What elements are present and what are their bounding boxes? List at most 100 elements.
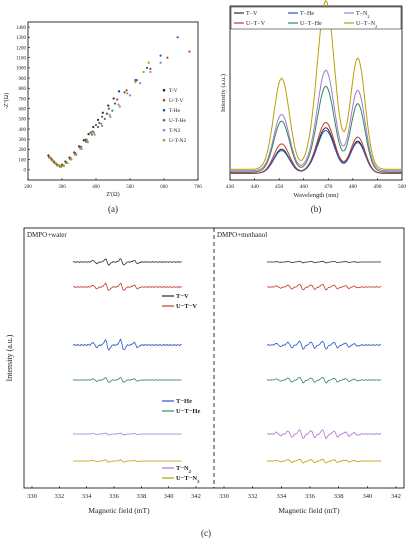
legend-label-b: T−He bbox=[300, 11, 314, 17]
right-title-c: DMPO+methanol bbox=[217, 231, 267, 239]
data-point-U-T-N2 bbox=[65, 161, 68, 164]
plot-frame-b bbox=[229, 5, 403, 181]
data-point-U-T-N2 bbox=[56, 164, 60, 167]
legend-label-b: U−T−N2 bbox=[356, 21, 377, 29]
y-tick-label-a: 300 bbox=[19, 138, 27, 143]
x-tick-label-b: 430 bbox=[226, 184, 235, 190]
panel-label-b: (b) bbox=[311, 204, 322, 214]
x-axis-label-a: Z'(Ω) bbox=[106, 191, 119, 198]
x-axis-label-b: Wavelength (nm) bbox=[293, 192, 338, 199]
legend-label-b: T−N2 bbox=[356, 11, 369, 19]
data-point-T-He bbox=[98, 121, 101, 125]
data-point-T-N2 bbox=[149, 70, 152, 74]
x-tick-label-c: 342 bbox=[191, 493, 201, 500]
x-tick-label-b: 440 bbox=[250, 184, 259, 190]
data-point-U-T-N2 bbox=[54, 161, 57, 165]
data-point-T-N2 bbox=[159, 61, 162, 64]
y-tick-label-a: 700 bbox=[19, 97, 27, 102]
legend-marker-a bbox=[162, 138, 166, 142]
x-tick-label-c: 342 bbox=[391, 493, 401, 500]
data-point-U-T-V bbox=[149, 67, 152, 70]
data-point-U-T-V bbox=[115, 98, 119, 101]
legend-label-a: T-N2 bbox=[169, 128, 181, 134]
y-tick-label-a: 1400 bbox=[16, 26, 27, 31]
spectrum-line-U-T-N2 bbox=[230, 0, 402, 170]
left-title-c: DMPO+water bbox=[27, 231, 67, 239]
data-point-U-T-V bbox=[94, 123, 98, 127]
data-point-U-T-N2 bbox=[51, 159, 54, 162]
panel-b-pl-spectra: 430 440 450 460 470 480 490 500 Wavelength (nm) I… bbox=[220, 0, 407, 214]
panel-c-epr-spectra: DMPO+water DMPO+methanol Intensity (a.u.) 3… bbox=[5, 227, 405, 538]
legend-label-a: U-T-V bbox=[169, 98, 183, 104]
epr-water-T-V bbox=[72, 258, 182, 266]
x-tick-label-a: 600 bbox=[160, 185, 168, 190]
data-point-U-T-V bbox=[101, 115, 104, 118]
y-tick-label-a: 900 bbox=[19, 77, 27, 82]
legend-label-b: U−T−He bbox=[300, 21, 322, 27]
x-tick-label-c: 330 bbox=[27, 493, 37, 500]
data-point-T-He bbox=[105, 112, 108, 115]
epr-methanol-U-T-N2 bbox=[267, 458, 382, 464]
data-point-U-T-N2 bbox=[117, 103, 120, 106]
epr-methanol-T-He bbox=[266, 340, 382, 350]
x-tick-label-b: 500 bbox=[398, 184, 407, 190]
y-axis-label-a: -Z''(Ω) bbox=[3, 93, 10, 109]
epr-water-U-T-N2 bbox=[73, 459, 182, 463]
legend-label-a: T-V bbox=[169, 88, 178, 94]
y-tick-label-a: 1200 bbox=[16, 46, 27, 51]
spectrum-line-U-T-V bbox=[230, 121, 402, 174]
y-tick-label-a: 1300 bbox=[16, 36, 27, 41]
x-tick-label-b: 480 bbox=[349, 184, 358, 190]
legend-label-c: U−T−He bbox=[176, 408, 200, 415]
legend-label-c: U−T−V bbox=[176, 303, 197, 310]
y-tick-label-a: 400 bbox=[19, 128, 27, 133]
data-point-U-T-V bbox=[188, 50, 191, 53]
plot-frame-a bbox=[27, 21, 199, 181]
legend-label-c: U−T−N2 bbox=[176, 475, 200, 484]
legend-label-a: U-T-He bbox=[169, 118, 186, 124]
data-point-T-N2 bbox=[109, 115, 112, 118]
data-point-T-He bbox=[113, 102, 117, 105]
data-point-U-T-N2 bbox=[92, 131, 96, 134]
data-point-U-T-V bbox=[125, 89, 128, 92]
x-tick-label-a: 500 bbox=[126, 185, 134, 190]
x-tick-label-a: 400 bbox=[92, 185, 100, 190]
y-tick-label-a: 200 bbox=[19, 148, 27, 153]
y-tick-label-a: 600 bbox=[19, 107, 27, 112]
x-tick-label-c: 336 bbox=[109, 493, 120, 500]
data-point-U-T-N2 bbox=[59, 165, 62, 168]
panel-label-a: (a) bbox=[108, 204, 118, 214]
x-tick-label-c: 340 bbox=[362, 493, 372, 500]
data-point-U-T-N2 bbox=[86, 139, 89, 142]
data-point-U-T-He bbox=[103, 117, 106, 120]
data-point-T-V bbox=[87, 133, 90, 136]
data-point-T-N2 bbox=[101, 124, 104, 128]
x-tick-label-c: 338 bbox=[334, 493, 344, 500]
data-point-U-T-He bbox=[96, 125, 100, 129]
x-axis-label-c-left: Magnetic field (mT) bbox=[88, 506, 150, 515]
legend-box-b bbox=[230, 6, 402, 30]
data-point-U-T-V bbox=[166, 56, 169, 59]
legend-marker-a bbox=[162, 88, 166, 92]
data-point-U-T-N2 bbox=[134, 81, 137, 84]
data-point-U-T-V bbox=[89, 131, 92, 134]
y-tick-label-a: 500 bbox=[19, 118, 27, 123]
data-point-U-T-N2 bbox=[62, 164, 65, 167]
x-tick-label-c: 332 bbox=[248, 493, 258, 500]
x-tick-label-c: 336 bbox=[305, 493, 316, 500]
data-point-T-He bbox=[123, 91, 126, 94]
epr-water-U-T-He bbox=[72, 377, 182, 383]
epr-methanol-T-N2 bbox=[267, 429, 382, 440]
y-tick-label-a: 1000 bbox=[16, 67, 27, 72]
epr-methanol-U-T-He bbox=[266, 377, 382, 384]
x-tick-label-a: 200 bbox=[24, 185, 32, 190]
x-tick-label-a: 700 bbox=[194, 185, 202, 190]
data-point-T-V bbox=[107, 104, 110, 107]
legend-label-c: T−He bbox=[176, 398, 192, 405]
data-point-U-T-N2 bbox=[100, 122, 103, 126]
y-tick-label-a: 0 bbox=[24, 169, 27, 174]
x-tick-label-c: 334 bbox=[82, 493, 93, 500]
legend-label-a: T-He bbox=[169, 108, 181, 114]
x-tick-label-a: 300 bbox=[58, 185, 66, 190]
data-point-T-N2 bbox=[128, 94, 132, 97]
